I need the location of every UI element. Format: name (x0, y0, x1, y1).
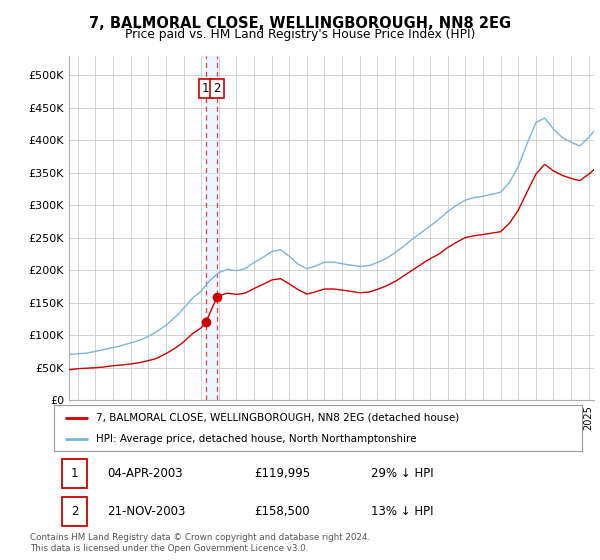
Text: HPI: Average price, detached house, North Northamptonshire: HPI: Average price, detached house, Nort… (96, 435, 417, 444)
Text: 1: 1 (71, 468, 79, 480)
FancyBboxPatch shape (62, 459, 87, 488)
Text: Contains HM Land Registry data © Crown copyright and database right 2024.
This d: Contains HM Land Registry data © Crown c… (30, 533, 370, 553)
Text: 2: 2 (213, 82, 221, 95)
Text: £158,500: £158,500 (254, 505, 310, 518)
Bar (206, 56, 217, 400)
Text: Price paid vs. HM Land Registry's House Price Index (HPI): Price paid vs. HM Land Registry's House … (125, 28, 475, 41)
Text: 21-NOV-2003: 21-NOV-2003 (107, 505, 185, 518)
Text: 04-APR-2003: 04-APR-2003 (107, 468, 182, 480)
Text: 1: 1 (202, 82, 209, 95)
Text: 13% ↓ HPI: 13% ↓ HPI (371, 505, 433, 518)
Text: 7, BALMORAL CLOSE, WELLINGBOROUGH, NN8 2EG: 7, BALMORAL CLOSE, WELLINGBOROUGH, NN8 2… (89, 16, 511, 31)
Text: 2: 2 (71, 505, 79, 518)
Text: £119,995: £119,995 (254, 468, 311, 480)
FancyBboxPatch shape (62, 497, 87, 526)
Text: 29% ↓ HPI: 29% ↓ HPI (371, 468, 433, 480)
Text: 7, BALMORAL CLOSE, WELLINGBOROUGH, NN8 2EG (detached house): 7, BALMORAL CLOSE, WELLINGBOROUGH, NN8 2… (96, 413, 460, 423)
